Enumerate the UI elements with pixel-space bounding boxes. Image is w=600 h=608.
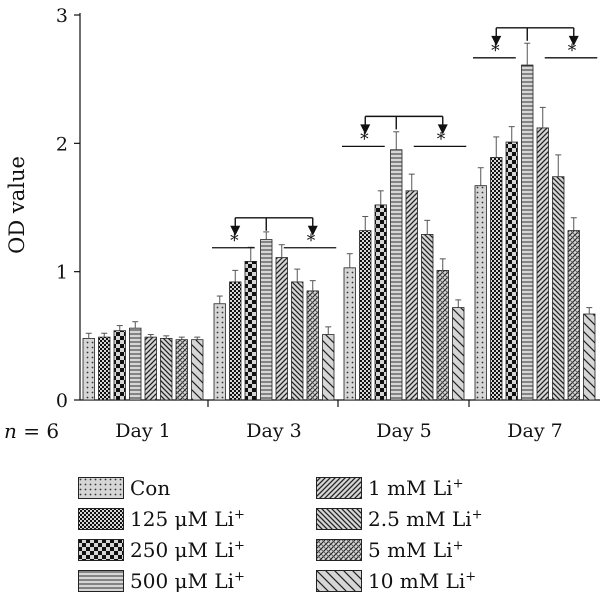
bar: [113, 330, 126, 401]
significance-bracket: * *: [212, 217, 337, 251]
x-tick-label: Day 7: [507, 420, 562, 442]
bar: [82, 337, 95, 401]
significance-star: *: [360, 129, 369, 149]
legend-swatch: [78, 508, 124, 530]
bar: [421, 234, 434, 401]
bar: [436, 269, 449, 401]
chart-axes: 0 1 2 3 Day 1 Day 3 Day 5 Day 7: [56, 5, 600, 442]
bar: [521, 64, 534, 401]
legend-label: 2.5 mM Li+: [368, 507, 483, 531]
x-tick-label: Day 1: [115, 420, 170, 442]
bar: [98, 336, 111, 401]
legend-swatch: [316, 508, 362, 530]
legend-label: 1 mM Li+: [368, 476, 464, 500]
legend-item: 5 mM Li+: [316, 537, 463, 563]
sample-size-label: n = 6: [4, 419, 59, 443]
y-tick-label: 2: [56, 133, 68, 155]
legend-swatch: [316, 477, 362, 499]
bar: [129, 327, 142, 401]
significance-star: *: [491, 41, 500, 61]
y-tick-label: 3: [56, 5, 68, 27]
y-axis-label: OD value: [5, 156, 29, 254]
bar: [405, 190, 418, 401]
bar: [275, 257, 288, 401]
legend-swatch: [316, 570, 362, 592]
y-tick-label: 0: [56, 390, 68, 412]
significance-star: *: [307, 231, 316, 251]
bar: [536, 127, 549, 401]
legend-item: Con: [78, 475, 170, 501]
bar: [359, 230, 372, 401]
legend-label: 10 mM Li+: [368, 569, 477, 593]
bar: [229, 281, 242, 401]
legend-label: 5 mM Li+: [368, 538, 464, 562]
legend-item: 2.5 mM Li+: [316, 506, 483, 532]
bar: [390, 149, 403, 401]
legend: Con 125 μM Li+ 250 μM Li+ 500 μM Li+ 1 mM Li…: [0, 468, 600, 608]
bar: [505, 141, 518, 401]
bar: [583, 313, 596, 401]
legend-label: 500 μM Li+: [130, 569, 245, 593]
arrow-down-icon: [360, 124, 371, 135]
bar: [175, 339, 188, 401]
legend-item: 500 μM Li+: [78, 568, 245, 594]
arrow-down-icon: [568, 35, 579, 46]
sample-size-var: n: [4, 419, 17, 443]
legend-item: 125 μM Li+: [78, 506, 245, 532]
bar: [452, 307, 465, 401]
bar: [374, 204, 387, 401]
x-tick-label: Day 5: [376, 420, 431, 442]
bar: [144, 336, 157, 401]
sample-size-value: = 6: [17, 419, 59, 443]
bar: [244, 260, 257, 401]
legend-label: Con: [130, 476, 171, 500]
bar: [213, 303, 226, 401]
legend-label: 250 μM Li+: [130, 538, 245, 562]
chart-significance: * ** ** *: [212, 27, 598, 251]
legend-swatch: [316, 539, 362, 561]
legend-swatch: [78, 570, 124, 592]
significance-star: *: [437, 129, 446, 149]
significance-star: *: [230, 231, 239, 251]
bar: [490, 157, 503, 401]
legend-swatch: [78, 477, 124, 499]
bar: [322, 334, 335, 401]
bar: [260, 239, 273, 401]
bar: [343, 267, 356, 401]
legend-item: 1 mM Li+: [316, 475, 463, 501]
bar: [567, 230, 580, 401]
bar: [291, 281, 304, 401]
bar: [474, 185, 487, 401]
significance-bracket: * *: [473, 27, 598, 61]
bar: [552, 176, 565, 401]
arrow-down-icon: [307, 225, 318, 236]
arrow-down-icon: [437, 124, 448, 135]
legend-item: 10 mM Li+: [316, 568, 476, 594]
chart-bars: [82, 42, 596, 401]
y-tick-label: 1: [56, 262, 68, 284]
bar: [306, 290, 319, 401]
bar: [191, 339, 204, 401]
x-tick-label: Day 3: [246, 420, 301, 442]
arrow-down-icon: [491, 35, 502, 46]
legend-item: 250 μM Li+: [78, 537, 245, 563]
significance-star: *: [568, 41, 577, 61]
legend-swatch: [78, 539, 124, 561]
arrow-down-icon: [230, 225, 241, 236]
legend-label: 125 μM Li+: [130, 507, 245, 531]
bar: [160, 337, 173, 401]
significance-bracket: * *: [342, 115, 467, 149]
